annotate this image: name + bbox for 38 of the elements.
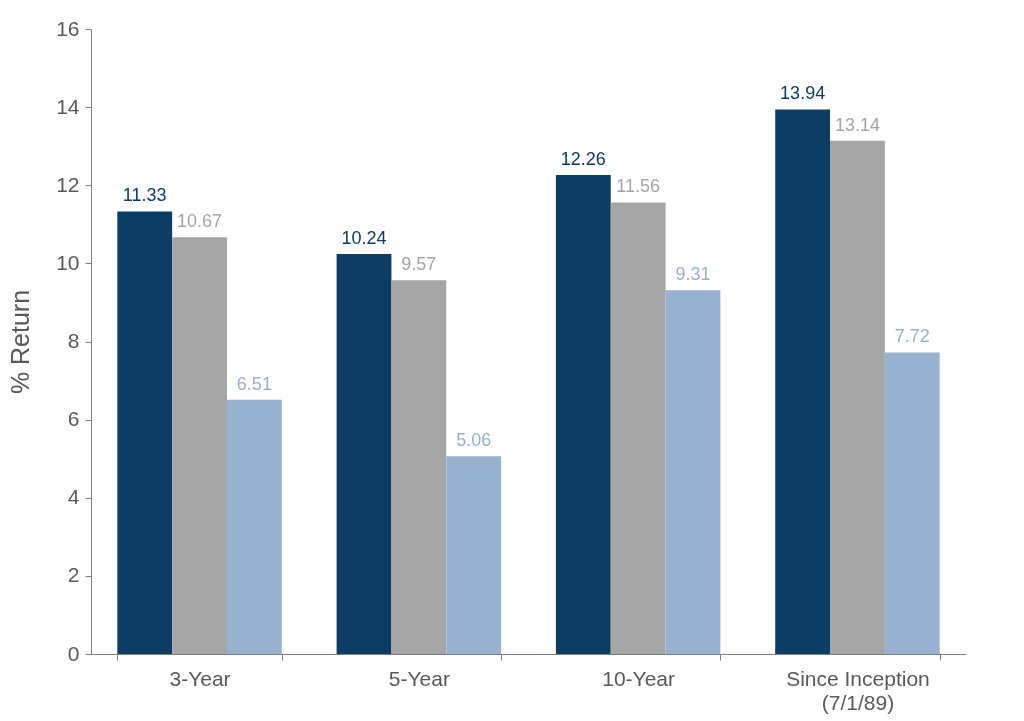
y-tick-label: 14 bbox=[56, 94, 80, 118]
bar bbox=[665, 290, 721, 654]
y-tick-label: 2 bbox=[67, 563, 80, 587]
bar bbox=[391, 280, 447, 654]
bar bbox=[446, 456, 502, 654]
bar bbox=[336, 254, 392, 654]
y-tick-label: 4 bbox=[67, 485, 80, 509]
y-tick-label: 0 bbox=[67, 641, 80, 665]
y-tick-label: 10 bbox=[56, 250, 80, 274]
x-tick-label: 5-Year bbox=[388, 666, 450, 690]
data-label: 13.94 bbox=[780, 83, 826, 104]
bar bbox=[884, 352, 940, 654]
bar bbox=[117, 211, 173, 654]
bar bbox=[172, 237, 227, 654]
y-tick-label: 8 bbox=[67, 329, 80, 352]
bar bbox=[775, 109, 831, 654]
y-tick-label: 12 bbox=[56, 172, 80, 196]
bar bbox=[555, 175, 611, 654]
data-label: 12.26 bbox=[560, 149, 606, 170]
data-label: 11.33 bbox=[122, 185, 167, 206]
data-label: 11.56 bbox=[616, 176, 661, 197]
y-tick-label: 16 bbox=[56, 16, 80, 40]
data-label: 7.72 bbox=[894, 326, 930, 347]
data-label: 5.06 bbox=[456, 430, 492, 451]
bar bbox=[226, 399, 282, 654]
y-axis-title: % Return bbox=[6, 289, 35, 395]
data-label: 6.51 bbox=[236, 373, 272, 394]
x-tick-label: 10-Year bbox=[602, 666, 676, 690]
x-tick-label: Since Inception (7/1/89) bbox=[786, 666, 930, 714]
data-label: 13.14 bbox=[834, 114, 880, 135]
y-tick-label: 6 bbox=[67, 407, 80, 431]
data-label: 10.67 bbox=[177, 211, 223, 232]
bar bbox=[830, 140, 885, 654]
data-label: 10.24 bbox=[341, 228, 387, 248]
data-label: 9.31 bbox=[675, 264, 711, 285]
bar bbox=[610, 202, 666, 654]
data-label: 9.57 bbox=[401, 254, 437, 275]
x-tick-label: 3-Year bbox=[169, 666, 231, 690]
